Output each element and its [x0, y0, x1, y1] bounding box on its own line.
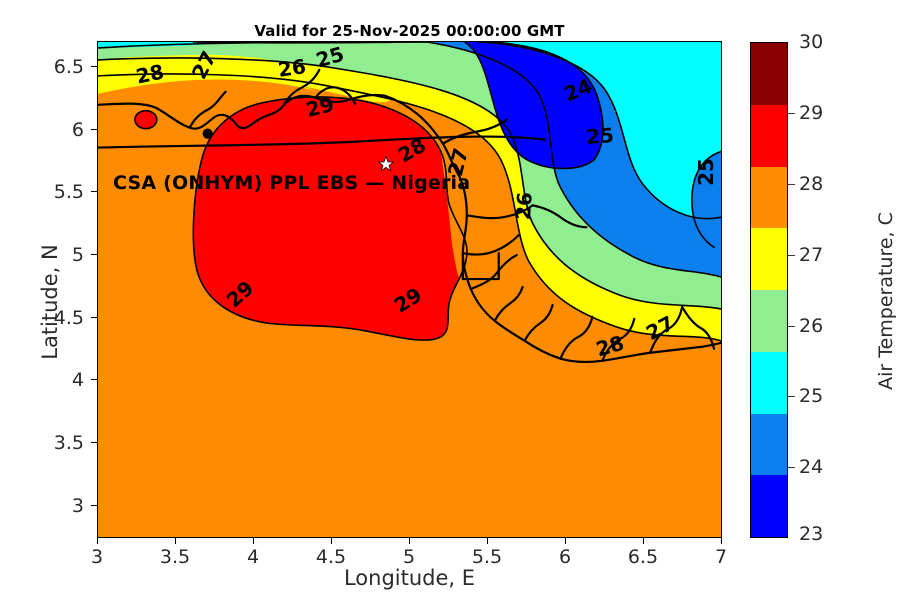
band-23-24-east-lobe — [691, 151, 721, 250]
colorbar-tick-label: 29 — [799, 102, 824, 124]
band-26-27-nw2 — [98, 54, 392, 103]
colorbar-band — [751, 228, 787, 290]
colorbar-tick-label: 28 — [799, 173, 824, 195]
x-tick-label: 5 — [402, 546, 416, 568]
y-tick-label: 5 — [71, 244, 84, 266]
y-tick-label: 6.5 — [53, 56, 84, 78]
x-tick-label: 3 — [90, 546, 104, 568]
x-tick-label: 4 — [246, 546, 260, 568]
contour-field — [98, 42, 721, 537]
colorbar-band — [751, 166, 787, 229]
contour-plot-area[interactable]: 28 27 26 25 29 24 25 25 28 27 26 29 29 2… — [97, 41, 722, 538]
coastline — [98, 68, 721, 364]
colorbar-band — [751, 413, 787, 476]
y-tick-label: 3.5 — [53, 432, 84, 454]
band-28-29-nw-pocket — [134, 110, 157, 129]
y-tick-label: 4.5 — [53, 307, 84, 329]
colorbar-tick-label: 26 — [799, 315, 824, 337]
x-tick-label: 6 — [558, 546, 572, 568]
site-annotation-label: CSA (ONHYM) PPL EBS — Nigeria — [113, 172, 471, 194]
colorbar-band — [751, 475, 787, 537]
y-tick-label: 3 — [71, 495, 84, 517]
colorbar-band — [751, 43, 787, 105]
contour-label: 25 — [585, 123, 615, 149]
x-tick-label: 4.5 — [315, 546, 347, 568]
colorbar-tick-label: 24 — [799, 456, 824, 478]
contour-label: 26 — [510, 191, 537, 221]
x-tick-label: 5.5 — [471, 546, 503, 568]
colorbar-tick-label: 23 — [799, 523, 824, 545]
site-star-icon — [378, 156, 394, 172]
colorbar-tick-label: 25 — [799, 385, 824, 407]
x-tick-label: 7 — [714, 546, 728, 568]
contour-label: 25 — [693, 158, 718, 186]
y-tick-label: 5.5 — [53, 181, 84, 203]
x-tick-label: 3.5 — [159, 546, 191, 568]
colorbar-title: Air Temperature, C — [875, 212, 897, 390]
x-axis-title: Longitude, E — [343, 566, 476, 590]
figure-title: Valid for 25-Nov-2025 00:00:00 GMT — [254, 22, 565, 40]
y-tick-label: 4 — [71, 369, 84, 391]
y-axis-title: Latitude, N — [38, 244, 62, 360]
y-tick-label: 6 — [71, 119, 84, 141]
colorbar[interactable] — [750, 42, 788, 538]
colorbar-tick-label: 30 — [799, 31, 824, 53]
contour-label: 26 — [276, 54, 308, 82]
x-tick-label: 6.5 — [627, 546, 659, 568]
colorbar-band — [751, 290, 787, 352]
band-below-23 — [464, 42, 603, 169]
colorbar-tick-label: 27 — [799, 244, 824, 266]
colorbar-band — [751, 351, 787, 414]
colorbar-band — [751, 104, 787, 167]
band-28-29 — [193, 96, 468, 341]
